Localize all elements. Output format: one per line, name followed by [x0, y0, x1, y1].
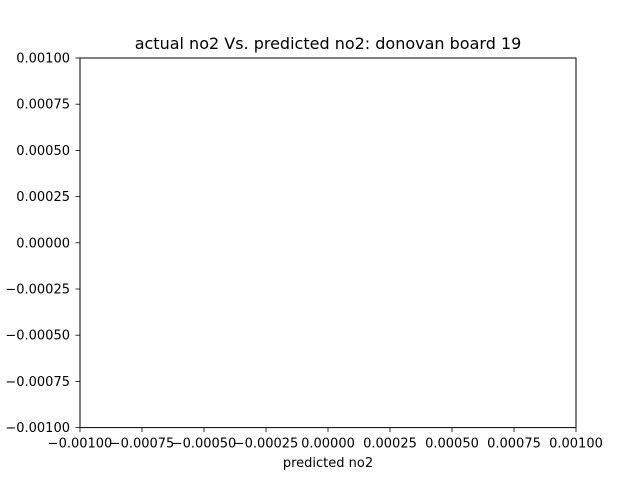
chart-title: actual no2 Vs. predicted no2: donovan bo… [135, 34, 522, 53]
y-tick-label: −0.00025 [5, 283, 70, 298]
y-tick-label: −0.00075 [5, 375, 70, 390]
x-axis: −0.00100−0.00075−0.00050−0.00025 0.00000 0… [48, 427, 603, 452]
x-tick-label: 0.00025 [363, 437, 417, 452]
x-tick-label: −0.00100 [48, 437, 113, 452]
x-axis-label: predicted no2 [283, 456, 373, 471]
plot-area [79, 57, 577, 429]
x-tick-label: −0.00075 [110, 437, 175, 452]
x-tick-label: 0.00000 [301, 437, 355, 452]
x-tick-label: 0.00075 [487, 437, 541, 452]
y-tick-label: −0.00100 [5, 421, 70, 436]
x-tick-label: 0.00100 [549, 437, 603, 452]
y-tick-label: 0.00100 [16, 52, 70, 67]
y-axis: 0.00100 0.00075 0.00050 0.00025 0.00000 −0.00… [5, 52, 80, 436]
y-tick-label: 0.00075 [16, 98, 70, 113]
x-tick-label: −0.00050 [172, 437, 237, 452]
x-tick-label: −0.00025 [234, 437, 299, 452]
y-tick-label: 0.00000 [16, 236, 70, 251]
y-tick-label: −0.00050 [5, 329, 70, 344]
y-tick-label: 0.00050 [16, 144, 70, 159]
x-tick-label: 0.00050 [425, 437, 479, 452]
y-tick-label: 0.00025 [16, 190, 70, 205]
